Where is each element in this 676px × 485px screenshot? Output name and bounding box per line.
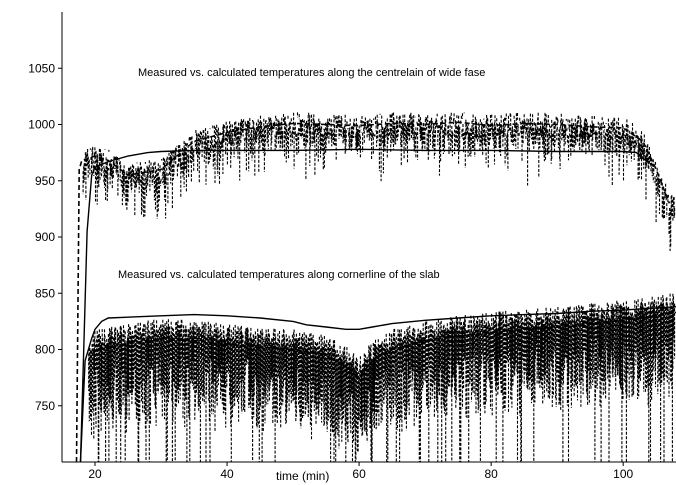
- y-tick-label: 800: [35, 343, 55, 357]
- x-tick-label: 80: [484, 467, 498, 481]
- x-tick-label: 20: [88, 467, 102, 481]
- annotation-centreline: Measured vs. calculated temperatures alo…: [138, 67, 485, 79]
- ticks: 750 800 850 900 950 1000 1050 20 40 60 80 100: [28, 61, 633, 481]
- series-line-2: [75, 121, 671, 463]
- x-axis-label: time (min): [276, 469, 329, 483]
- series-group: [75, 121, 676, 463]
- y-tick-label: 750: [35, 399, 55, 413]
- x-tick-label: 100: [613, 467, 633, 481]
- measured-noise: [82, 112, 676, 462]
- series-line-3: [79, 306, 676, 463]
- y-tick-label: 850: [35, 286, 55, 300]
- y-tick-label: 1000: [28, 118, 55, 132]
- y-tick-label: 900: [35, 230, 55, 244]
- y-tick-label: 1050: [28, 61, 55, 75]
- x-tick-label: 40: [220, 467, 234, 481]
- annotation-cornerline: Measured vs. calculated temperatures alo…: [118, 269, 440, 281]
- noise-upper: [82, 112, 676, 251]
- axes: [61, 12, 676, 463]
- series-line-4: [87, 311, 676, 379]
- series-line-1: [79, 148, 650, 463]
- noise-lower: [88, 293, 676, 462]
- y-tick-label: 950: [35, 174, 55, 188]
- x-tick-label: 60: [352, 467, 366, 481]
